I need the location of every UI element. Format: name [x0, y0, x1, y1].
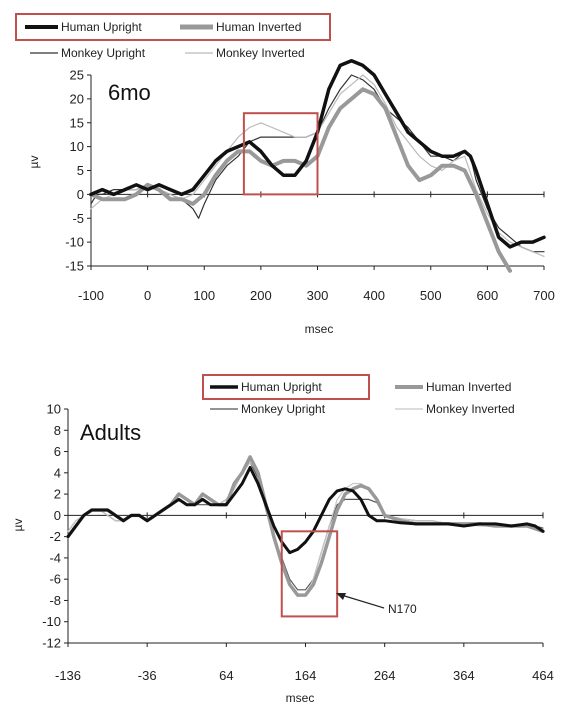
x-tick-label: 264 — [374, 668, 396, 683]
y-tick-label: -12 — [42, 636, 61, 651]
y-tick-label: -10 — [65, 235, 84, 250]
y-tick-label: 10 — [70, 139, 84, 154]
y-tick-label: -8 — [49, 593, 61, 608]
legend-highlight-box — [15, 13, 331, 41]
legend-label-monkey-inverted: Monkey Inverted — [216, 46, 305, 60]
x-tick-label: 64 — [219, 668, 233, 683]
highlight-box-adults — [280, 530, 339, 618]
legend-label-monkey-upright: Monkey Upright — [61, 46, 146, 60]
ticks-6mo: 25 20 15 10 5 0 -5 -10 -15 -100 0 100 200 300 400 500 60… — [65, 68, 555, 304]
n170-arrow — [337, 593, 385, 609]
y-tick-label: 25 — [70, 68, 84, 83]
n170-arrowhead-icon — [336, 593, 346, 600]
x-tick-label: 164 — [295, 668, 317, 683]
y-tick-label: 20 — [70, 91, 84, 106]
legend-label-human-inverted: Human Inverted — [426, 380, 511, 394]
y-tick-label: -2 — [49, 529, 61, 544]
x-tick-label: 300 — [307, 288, 329, 303]
y-tick-label: 8 — [54, 423, 61, 438]
series-adults — [66, 455, 545, 597]
y-tick-label: 2 — [54, 487, 61, 502]
legend-label-monkey-inverted: Monkey Inverted — [426, 402, 515, 416]
y-tick-label: 6 — [54, 444, 61, 459]
series-line-monkey-inverted — [67, 461, 544, 596]
y-axis-label-6mo: µv — [27, 156, 41, 169]
chart-6mo: Human Upright Human Inverted Monkey Upri… — [15, 13, 555, 336]
y-tick-label: 15 — [70, 115, 84, 130]
y-tick-label: 0 — [54, 508, 61, 523]
x-tick-label: 200 — [250, 288, 272, 303]
y-tick-label: -15 — [65, 259, 84, 274]
x-tick-label: -100 — [78, 288, 104, 303]
series-line-human-inverted — [89, 87, 512, 273]
x-tick-label: 464 — [532, 668, 554, 683]
x-tick-label: 364 — [453, 668, 475, 683]
panel-label-adults: Adults — [80, 420, 141, 445]
x-tick-label: 100 — [193, 288, 215, 303]
y-axis-label-adults: µv — [11, 519, 25, 532]
x-tick-label: -36 — [138, 668, 157, 683]
x-tick-label: 600 — [477, 288, 499, 303]
y-tick-label: -10 — [42, 614, 61, 629]
x-axis-label-adults: msec — [286, 691, 315, 705]
x-tick-label: 400 — [363, 288, 385, 303]
x-tick-label: 700 — [533, 288, 555, 303]
legend-adults: Human Upright Human Inverted Monkey Upri… — [202, 374, 515, 416]
highlight-box-6mo — [242, 112, 319, 196]
y-tick-label: 5 — [77, 163, 84, 178]
n170-annotation: N170 — [336, 593, 417, 616]
x-tick-label: -136 — [55, 668, 81, 683]
series-line-human-upright — [66, 466, 545, 555]
y-tick-label: -5 — [72, 211, 84, 226]
x-tick-label: 0 — [144, 288, 151, 303]
y-tick-label: 0 — [77, 187, 84, 202]
y-tick-label: -4 — [49, 550, 61, 565]
chart-adults: Human Upright Human Inverted Monkey Upri… — [11, 374, 554, 705]
legend-label-human-upright: Human Upright — [241, 380, 322, 394]
x-tick-label: 500 — [420, 288, 442, 303]
y-tick-label: 10 — [47, 402, 61, 417]
panel-label-6mo: 6mo — [108, 80, 151, 105]
x-axis-label-6mo: msec — [305, 322, 334, 336]
legend-label-human-inverted: Human Inverted — [216, 20, 301, 34]
n170-label: N170 — [388, 602, 417, 616]
y-tick-label: 4 — [54, 465, 61, 480]
legend-label-monkey-upright: Monkey Upright — [241, 402, 326, 416]
legend-6mo: Human Upright Human Inverted Monkey Upri… — [15, 13, 331, 60]
legend-label-human-upright: Human Upright — [61, 20, 142, 34]
y-tick-label: -6 — [49, 572, 61, 587]
legend-highlight-box-adults — [202, 374, 370, 400]
